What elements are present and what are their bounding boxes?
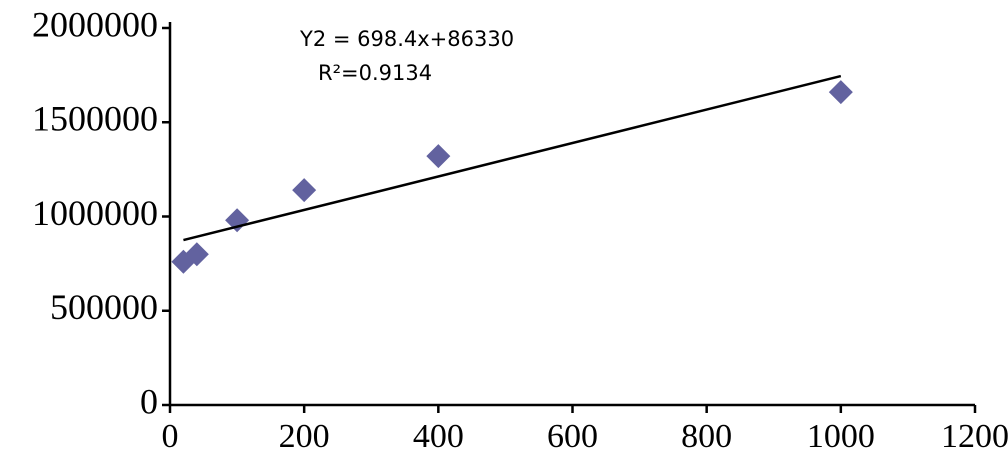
- y-tick-label: 500000: [50, 287, 158, 327]
- x-tick-label: 0: [162, 418, 179, 455]
- r-squared: R²=0.9134: [318, 61, 432, 85]
- y-tick-label: 2000000: [32, 4, 158, 44]
- y-tick-label: 0: [140, 381, 158, 421]
- x-tick-label: 400: [413, 418, 464, 455]
- trend-line: [183, 74, 842, 242]
- equation: Y2 = 698.4x+86330: [299, 27, 514, 51]
- x-tick-label: 600: [547, 418, 598, 455]
- point: [828, 80, 853, 105]
- x-tick-label: 200: [279, 418, 330, 455]
- x-tick-label: 800: [681, 418, 732, 455]
- point: [292, 178, 317, 203]
- point: [184, 242, 209, 267]
- point: [426, 144, 451, 169]
- x-tick-label: 1200: [941, 418, 1008, 455]
- y-tick-label: 1500000: [32, 99, 158, 139]
- y-tick-label: 1000000: [32, 193, 158, 233]
- x-tick-label: 1000: [807, 418, 875, 455]
